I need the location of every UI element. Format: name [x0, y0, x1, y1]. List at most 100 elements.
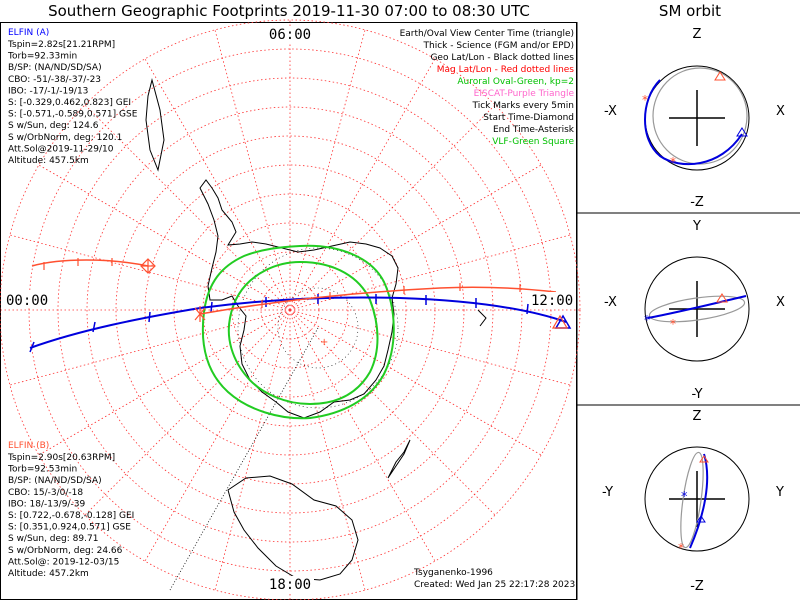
orbit-title: SM orbit [658, 2, 722, 20]
elfin-b-start-diamond [140, 258, 156, 274]
mag-lon-line [84, 309, 291, 516]
mag-lon-line [289, 309, 542, 456]
credit-created: Created: Wed Jan 25 22:17:28 2023 [414, 580, 575, 590]
elfin-a-info: ELFIN (A) Tspin=2.82s[21.21RPM] Torb=92.33… [7, 28, 138, 166]
africa-tip [477, 309, 487, 327]
legend-entry: End Time-Asterisk [493, 125, 575, 135]
legend-entry: Geo Lat/Lon - Black dotted lines [430, 53, 574, 63]
satellite-info-line: S: [0.351,0.924,0.571] GSE [8, 523, 131, 533]
australia-coast [227, 475, 359, 581]
svg-text:*: * [670, 155, 676, 169]
geo-lat-circle [277, 287, 359, 369]
mag-lon-line [214, 29, 291, 311]
svg-text:*: * [670, 317, 676, 331]
satellite-info-line: Torb=92.33min [7, 52, 77, 62]
satellite-info-line: S: [-0.571,-0.589,0.571] GSE [8, 110, 138, 120]
mag-lon-line [144, 58, 291, 311]
new-zealand [387, 439, 411, 479]
satellite-info-line: S w/Sun, deg: 89.71 [8, 534, 98, 544]
elfin-b-ticks [43, 258, 521, 308]
orbit-xy-right: X [776, 295, 785, 310]
satellite-info-line: Altitude: 457.2km [8, 569, 89, 579]
mag-lon-line [9, 309, 291, 386]
mag-lon-line [289, 309, 366, 591]
legend-entry: Earth/Oval View Center Time (triangle) [400, 29, 574, 39]
pole-marker: + [320, 337, 328, 348]
mag-lat-circle [231, 251, 349, 369]
satellite-info-line: Altitude: 457.5km [8, 156, 89, 166]
satellite-info-line: IBO: -17/-1/-19/13 [8, 86, 88, 96]
mag-lon-line [289, 309, 571, 386]
satellite-info-line: B/SP: (NA/ND/SD/SA) [8, 476, 102, 486]
svg-text:*: * [681, 490, 688, 505]
satellite-info-line: B/SP: (NA/ND/SD/SA) [8, 63, 102, 73]
credit-model: Tsyganenko-1996 [413, 568, 493, 578]
geo-latlon-grid [169, 247, 399, 591]
legend-entry: Tick Marks every 5min [472, 101, 574, 111]
mag-lon-line [38, 309, 291, 456]
legend: Earth/Oval View Center Time (triangle) Th… [400, 29, 575, 147]
clock-label-left: 00:00 [6, 293, 48, 309]
satellite-info-line: S w/Sun, deg: 124.6 [8, 121, 99, 131]
orbit-xz-bottom: -Z [690, 195, 704, 210]
mag-lon-line [214, 309, 291, 591]
auroral-oval-inner [227, 260, 379, 406]
mag-lon-line [144, 309, 291, 562]
satellite-info-line: S w/OrbNorm, deg: 24.66 [8, 546, 123, 556]
orbit-yz-bottom: -Z [690, 579, 704, 594]
elfin-b-info: ELFIN (B) Tspin=2.90s[20.63RPM] Torb=92.53… [7, 441, 134, 579]
satellite-info-line: Torb=92.53min [7, 465, 77, 475]
svg-text:*: * [644, 313, 650, 327]
mag-lon-line [289, 309, 436, 562]
legend-entry: Thick - Science (FGM and/or EPD) [423, 41, 574, 51]
legend-entry: VLF-Green Square [492, 137, 574, 147]
elfin-b-end-asterisk [194, 306, 206, 322]
orbit-yz-left: -Y [602, 485, 613, 500]
legend-entry: EISCAT-Purple Triangle [474, 89, 575, 99]
clock-label-top: 06:00 [269, 27, 311, 43]
orbit-panel-xy: * * Y -Y -X X [604, 219, 785, 402]
clock-label-bottom: 18:00 [269, 577, 311, 593]
mag-lon-line [9, 234, 291, 311]
antarctica-coastline [199, 179, 399, 419]
mag-lon-line [289, 104, 496, 311]
satellite-info-line: S: [-0.329,0.462,0.823] GEI [8, 98, 131, 108]
mag-lat-circle [0, 19, 581, 600]
elfin-a-ticks [29, 294, 529, 353]
mag-lon-line [289, 309, 496, 516]
orbit-xy-bottom: -Y [691, 387, 702, 402]
satellite-info-line: IBO: 18/-13/9/-39 [8, 499, 85, 509]
svg-text:*: * [678, 541, 684, 555]
satellite-info-line: Att.Sol@2019-11-29/10 [8, 144, 114, 154]
satellite-name: ELFIN (B) [8, 441, 49, 451]
mag-lon-line [289, 29, 366, 311]
mag-lon-line [38, 164, 291, 311]
orbit-panel-yz: * * Z -Z -Y Y [602, 409, 784, 594]
legend-entry: Auroral Oval-Green, kp=2 [457, 77, 574, 87]
orbit-yz-top: Z [693, 409, 702, 424]
geo-lat-circle [237, 247, 399, 409]
satellite-name: ELFIN (A) [8, 28, 49, 38]
orbit-xz-right: X [776, 104, 785, 119]
orbit-xy-top: Y [692, 219, 701, 234]
mag-lat-circle [86, 106, 494, 514]
elfin-b-center-triangle [551, 314, 569, 329]
south-america-tip [145, 78, 165, 172]
orbit-xz-top: Z [693, 27, 702, 42]
satellite-info-line: Tspin=2.90s[20.63RPM] [7, 453, 115, 463]
orbit-yz-right: Y [775, 485, 784, 500]
geo-lon-line [169, 327, 319, 591]
legend-entry: Start Time-Diamond [483, 113, 574, 123]
mag-lat-circle [115, 135, 465, 485]
elfin-b-track [31, 259, 149, 267]
mag-lon-line [289, 164, 542, 311]
satellite-info-line: S: [0.722,-0.678,-0.128] GEI [8, 511, 134, 521]
satellite-info-line: CBO: 15/-3/0/-18 [8, 488, 83, 498]
satellite-info-line: Att.Sol@: 2019-12-03/15 [8, 557, 119, 567]
mag-lon-line [289, 58, 436, 311]
page-title: Southern Geographic Footprints 2019-11-3… [48, 2, 530, 20]
satellite-info-line: S w/OrbNorm, deg: 120.1 [8, 133, 122, 143]
satellite-info-line: Tspin=2.82s[21.21RPM] [7, 40, 115, 50]
clock-label-right: 12:00 [531, 293, 573, 309]
